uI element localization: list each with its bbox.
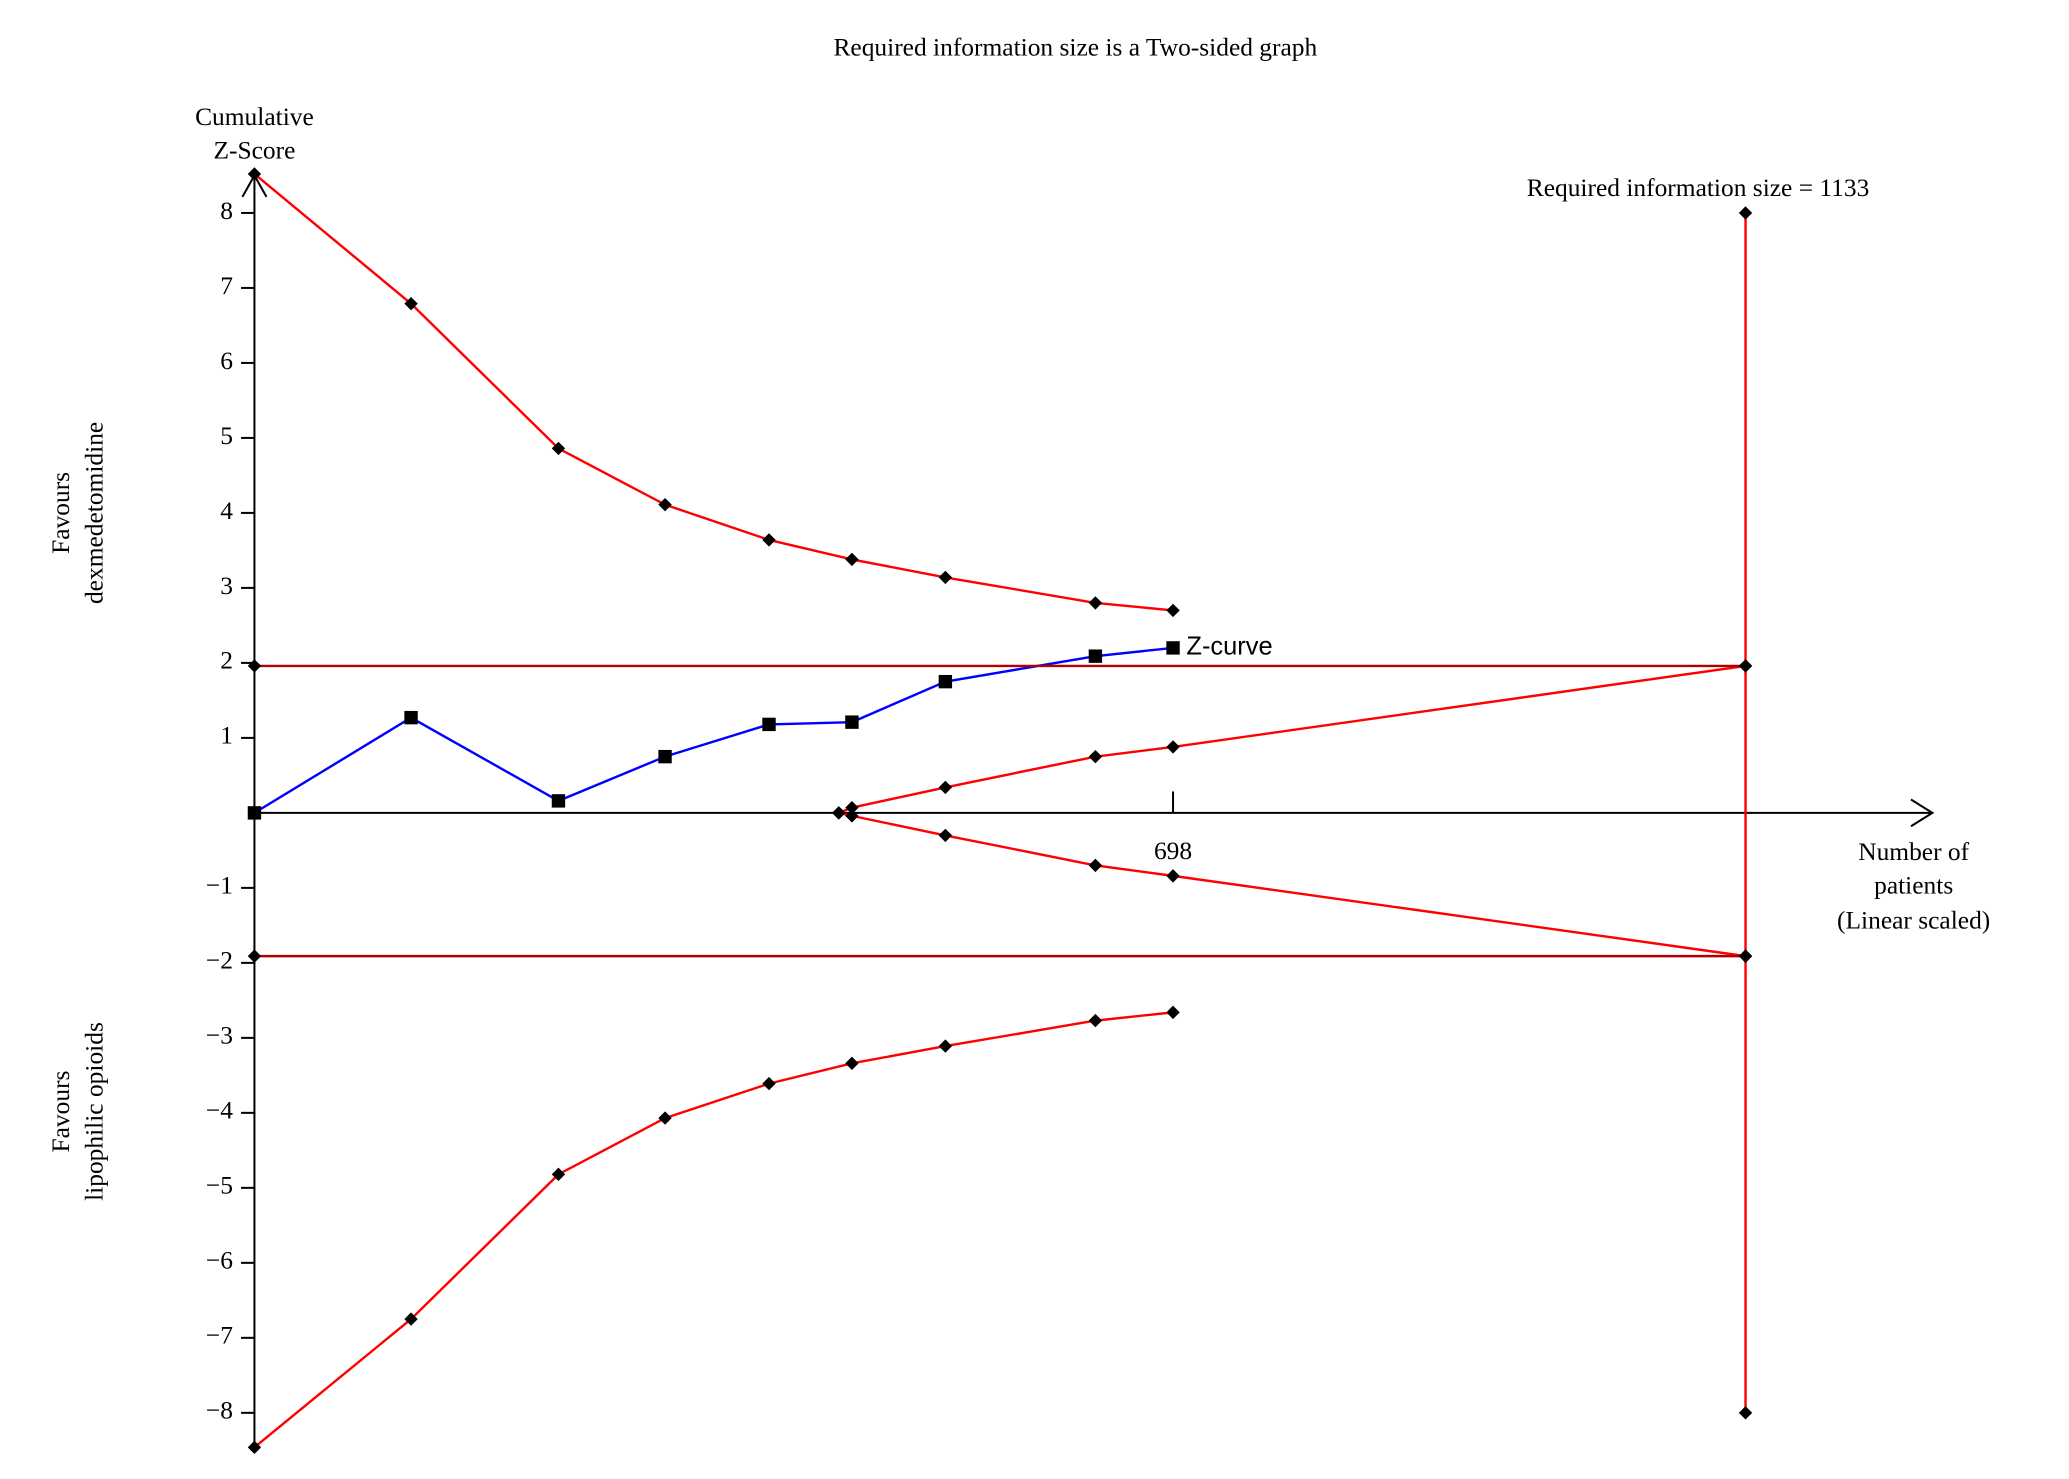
y-tick-label: 6 (220, 346, 233, 375)
annotation: Required information size = 1133 (1527, 173, 1870, 202)
side-label: Favours (46, 1071, 75, 1153)
series-line (253, 646, 1174, 814)
y-tick-label: 5 (220, 421, 233, 450)
marker (1738, 949, 1753, 963)
marker (1738, 1406, 1753, 1420)
marker (247, 949, 262, 963)
marker (658, 1111, 672, 1125)
series-line (838, 811, 1746, 958)
y-tick-label: 7 (220, 271, 233, 300)
marker (845, 552, 859, 567)
x-axis-label: patients (1874, 871, 1953, 900)
side-label: lipophilic opioids (79, 1022, 108, 1201)
marker (845, 800, 859, 815)
y-tick-label: 2 (220, 646, 233, 675)
marker (247, 806, 262, 820)
marker (1166, 869, 1180, 883)
side-label: Favours (46, 472, 75, 554)
marker (938, 828, 953, 843)
marker (551, 1167, 566, 1182)
marker (404, 710, 418, 725)
marker (1166, 1005, 1180, 1020)
marker (658, 497, 672, 512)
x-tick-label: 698 (1154, 836, 1192, 865)
marker (1166, 740, 1180, 754)
marker (845, 1056, 859, 1071)
marker (938, 780, 953, 795)
marker (832, 806, 846, 820)
marker (762, 1076, 776, 1091)
x-axis-label: (Linear scaled) (1837, 906, 1990, 935)
marker (551, 441, 566, 456)
marker (1088, 749, 1103, 764)
series-label: Z-curve (1186, 633, 1272, 661)
y-tick-label: 8 (220, 196, 233, 225)
marker (1166, 603, 1180, 618)
marker (938, 674, 953, 689)
marker (845, 809, 859, 823)
y-tick-label: 1 (220, 721, 233, 750)
y-axis-label: Z-Score (213, 136, 295, 165)
y-tick-label: 4 (220, 496, 233, 525)
y-tick-label: −4 (206, 1096, 233, 1125)
marker (1088, 596, 1103, 610)
marker (845, 715, 859, 729)
y-tick-label: −3 (206, 1021, 233, 1050)
y-tick-label: −6 (206, 1246, 233, 1275)
marker (1088, 649, 1103, 663)
marker (1166, 641, 1180, 655)
marker (247, 167, 262, 181)
series-line (253, 1011, 1174, 1449)
marker (938, 570, 953, 585)
x-axis-arrow (1910, 798, 1935, 828)
marker (658, 749, 672, 764)
marker (551, 794, 566, 808)
y-tick-label: 3 (220, 571, 233, 600)
x-axis-label: Number of (1858, 837, 1969, 866)
chart-title: Required information size is a Two-sided… (833, 32, 1317, 61)
y-tick-label: −1 (206, 871, 233, 900)
marker (247, 1440, 262, 1455)
y-tick-label: −8 (206, 1396, 233, 1425)
series-line (838, 664, 1746, 815)
marker (762, 717, 776, 732)
marker (404, 296, 418, 311)
marker (404, 1312, 418, 1326)
marker (1738, 206, 1753, 220)
marker (938, 1039, 953, 1053)
marker (1088, 1013, 1103, 1028)
marker (1738, 659, 1753, 673)
y-tick-label: −2 (206, 946, 233, 975)
side-label: dexmedetomidine (79, 422, 108, 604)
marker (247, 659, 262, 673)
y-tick-label: −5 (206, 1171, 233, 1200)
marker (1088, 858, 1103, 873)
y-tick-label: −7 (206, 1321, 233, 1350)
y-axis-label: Cumulative (195, 102, 314, 131)
series-line (253, 173, 1174, 612)
marker (762, 533, 776, 547)
